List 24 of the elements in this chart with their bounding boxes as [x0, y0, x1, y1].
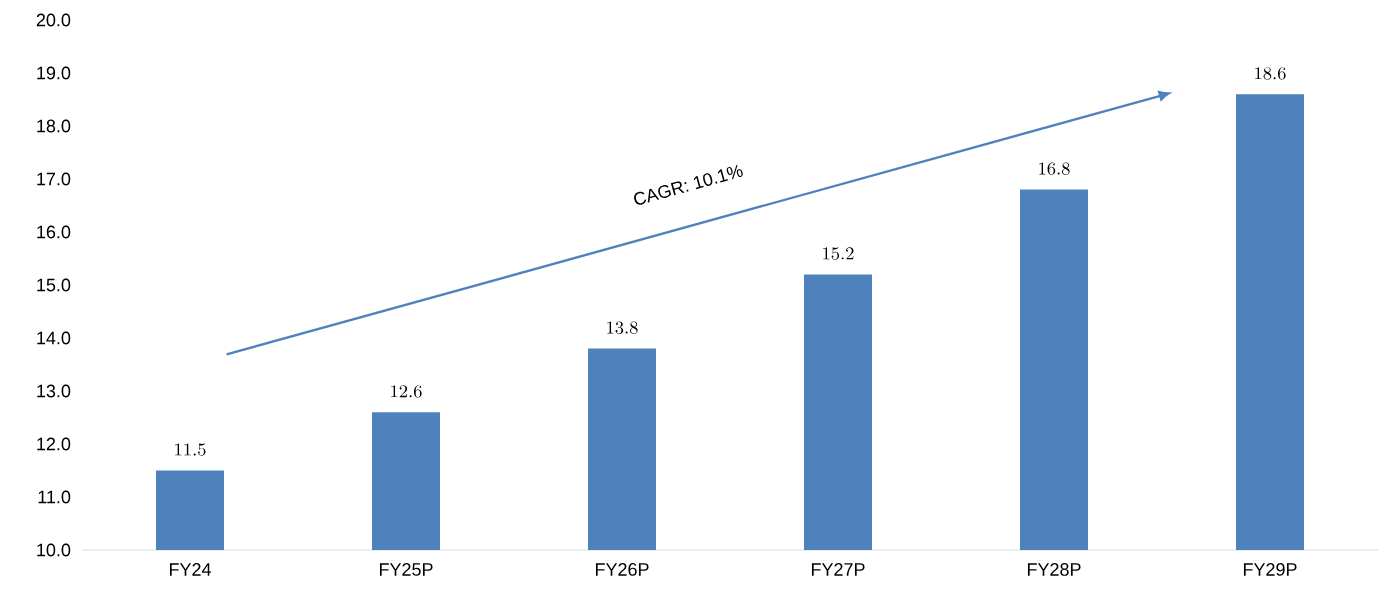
y-tick-label: 13.0 — [37, 384, 71, 398]
y-tick-label: 15.0 — [37, 278, 71, 292]
y-tick-label: 10.0 — [37, 543, 71, 557]
x-tick-label: FY24 — [169, 563, 211, 576]
y-tick-label: 14.0 — [37, 331, 71, 345]
y-tick-label: 17.0 — [37, 172, 71, 186]
data-label: 16.8 — [1039, 162, 1070, 175]
y-tick-label: 12.0 — [37, 437, 71, 451]
x-tick-label: FY29P — [1243, 563, 1297, 576]
x-tick-label: FY28P — [1027, 563, 1081, 576]
data-label: 18.6 — [1255, 67, 1286, 80]
annotation: CAGR: 10.1% — [634, 164, 743, 205]
y-tick-label: 11.0 — [38, 490, 71, 504]
y-tick-label: 16.0 — [37, 225, 71, 239]
x-tick-label: FY26P — [595, 563, 649, 576]
y-tick-label: 19.0 — [37, 66, 71, 80]
x-tick-label: FY25P — [379, 563, 433, 576]
x-tick-label: FY27P — [811, 563, 865, 576]
data-label: 13.8 — [607, 321, 638, 334]
data-label: 12.6 — [391, 385, 422, 398]
data-label: 11 .5 — [175, 443, 206, 456]
y-tick-label: 20.0 — [36, 13, 71, 27]
y-tick-label: 18.0 — [37, 119, 71, 133]
data-label: 15.2 — [823, 247, 854, 260]
